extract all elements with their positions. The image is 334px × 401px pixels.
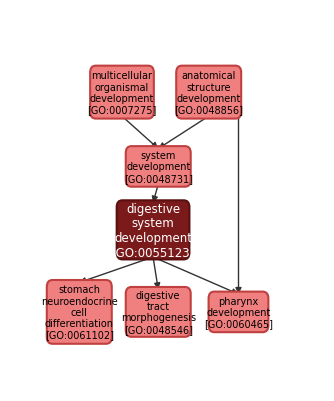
FancyBboxPatch shape bbox=[176, 67, 241, 119]
Text: system
development
[GO:0048731]: system development [GO:0048731] bbox=[124, 151, 193, 183]
Text: stomach
neuroendocrine
cell
differentiation
[GO:0061102]: stomach neuroendocrine cell differentiat… bbox=[41, 285, 118, 340]
FancyBboxPatch shape bbox=[126, 147, 191, 187]
Text: pharynx
development
[GO:0060465]: pharynx development [GO:0060465] bbox=[204, 296, 273, 328]
Text: multicellular
organismal
development
[GO:0007275]: multicellular organismal development [GO… bbox=[87, 71, 157, 115]
Text: anatomical
structure
development
[GO:0048856]: anatomical structure development [GO:004… bbox=[174, 71, 243, 115]
Text: digestive
tract
morphogenesis
[GO:0048546]: digestive tract morphogenesis [GO:004854… bbox=[121, 290, 196, 334]
FancyBboxPatch shape bbox=[90, 67, 154, 119]
FancyBboxPatch shape bbox=[117, 201, 189, 260]
FancyBboxPatch shape bbox=[208, 292, 269, 332]
FancyBboxPatch shape bbox=[47, 280, 112, 344]
Text: digestive
system
development
[GO:0055123]: digestive system development [GO:0055123… bbox=[112, 202, 195, 259]
FancyBboxPatch shape bbox=[126, 287, 191, 337]
